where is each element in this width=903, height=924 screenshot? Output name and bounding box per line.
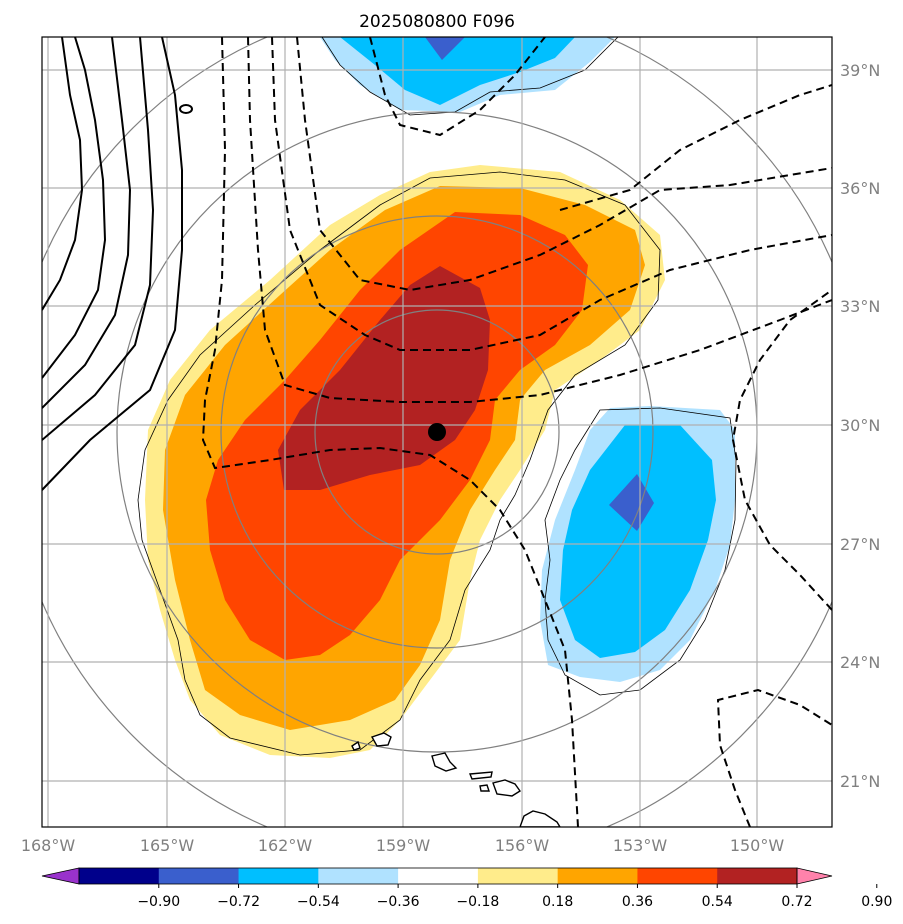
colorbar-extend-low [41,867,80,885]
colorbar-tick-label: −0.72 [217,894,260,910]
graticule [42,37,832,827]
island-maui [492,779,522,797]
lon-label: 156°W [495,836,550,855]
map-area [42,37,832,827]
colorbar-tick-label: −0.36 [377,894,420,910]
island-big-island [519,810,561,827]
colorbar-tick-label: 0.54 [702,894,733,910]
map-frame [41,36,833,828]
island-oahu [431,752,458,772]
lat-label: 39°N [840,61,880,80]
fill-neg-0.54-north [425,37,465,60]
fill-neg-0.54 [609,474,654,531]
island-lanai [479,784,490,792]
lat-labels: 39°N 36°N 33°N 30°N 27°N 24°N 21°N [840,61,880,791]
island-molokai [469,771,493,780]
lat-label: 24°N [840,653,880,672]
colorbar-tick-label: 0.72 [781,894,812,910]
colorbar-tick-label: −0.90 [137,894,180,910]
lat-label: 27°N [840,535,880,554]
colorbar-segment [79,868,160,884]
colorbar-segment [158,868,240,884]
map-title: 2025080800 F096 [359,12,515,32]
lon-label: 165°W [140,836,195,855]
fill-neg-0.36-north [340,37,575,105]
colorbar-extend-high [796,867,833,885]
island-niihau [351,740,361,751]
colorbar-segment [637,868,718,884]
lat-label: 33°N [840,297,880,316]
colorbar-segment [717,868,798,884]
dashed-contours [201,37,832,827]
colorbar-segment [477,868,559,884]
fill-neg-0.36 [560,425,716,658]
colorbar-tick-label: 0.90 [861,894,892,910]
hawaii-coastlines [351,732,561,827]
lat-label: 30°N [840,416,880,435]
colorbar: −0.90 −0.72 −0.54 −0.36 −0.18 0.18 0.36 0.54 0.7… [41,867,892,910]
lon-label: 153°W [613,836,668,855]
lon-label: 150°W [730,836,785,855]
colorbar-segment [557,868,638,884]
colorbar-segment [318,868,399,884]
colorbar-tick-label: 0.36 [622,894,653,910]
lon-label: 162°W [258,836,313,855]
lon-labels: 168°W 165°W 162°W 159°W 156°W 153°W 150°… [21,836,785,855]
negative-anomaly-fill-north [320,37,615,112]
colorbar-tick-label: −0.54 [297,894,340,910]
colorbar-tick-label: 0.18 [542,894,573,910]
colorbar-tick-label: −0.18 [456,894,499,910]
solid-contours [42,37,193,491]
lon-label: 168°W [21,836,76,855]
island-kauai [370,732,392,747]
lat-label: 21°N [840,772,880,791]
colorbar-frame [78,867,798,885]
storm-center-marker [428,423,446,441]
colorbar-segment [238,868,319,884]
lon-label: 159°W [376,836,431,855]
colorbar-segment [398,868,479,884]
lat-label: 36°N [840,179,880,198]
